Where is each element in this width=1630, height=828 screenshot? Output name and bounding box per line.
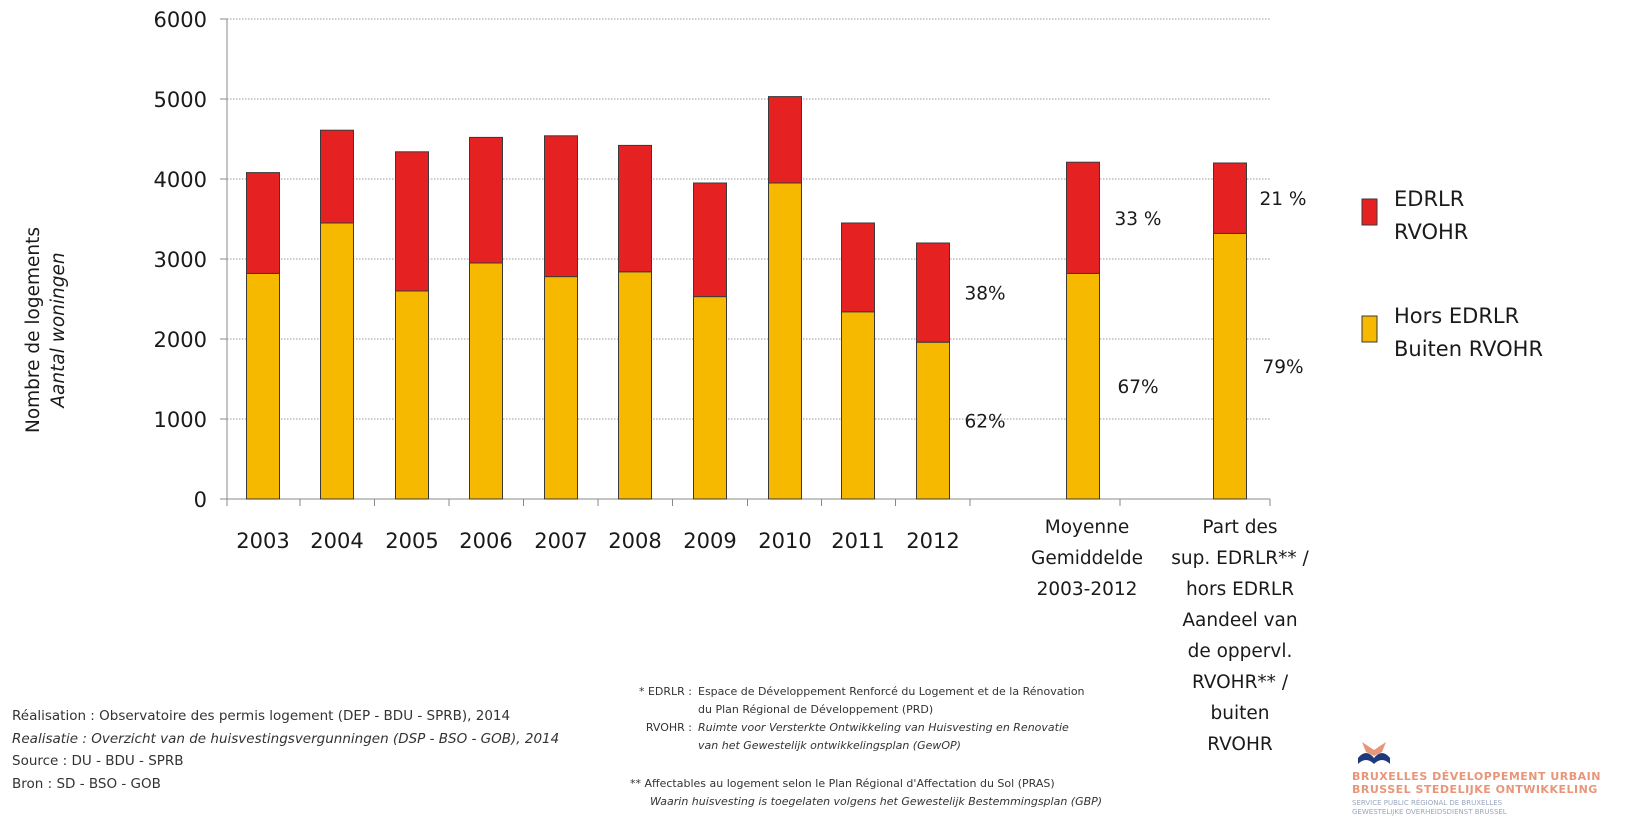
bar-hors-edrlr-2007 [544,276,578,500]
data-label: 38% [964,284,1005,305]
bar-edrlr-2006 [469,136,503,264]
x-tick-label-line: sup. EDRLR** / [1171,548,1309,569]
data-label: 21 % [1260,189,1307,210]
y-tick-label: 0 [194,488,207,512]
bar-hors-edrlr-2003 [246,272,280,500]
legend-label: Buiten RVOHR [1394,337,1543,361]
bar-hors-edrlr-2012 [916,341,950,500]
y-axis-title-nl: Aantal woningen [48,252,69,408]
x-tick-label: 2008 [608,529,661,553]
realisation-fr: Réalisation : Observatoire des permis lo… [12,708,511,724]
bar-edrlr-2005 [395,151,429,292]
y-tick-label: 6000 [154,8,207,32]
x-tick-label-line: Gemiddelde [1031,548,1143,569]
footnote-edrlr-line1: Espace de Développement Renforcé du Loge… [698,685,1085,698]
bar-edrlr-2012 [916,242,950,343]
footnote-edrlr-line2: du Plan Régional de Développement (PRD) [698,703,934,716]
bar-hors-edrlr-part-des [1213,232,1247,500]
legend-label: Hors EDRLR [1394,304,1519,328]
source-fr: Source : DU - BDU - SPRB [12,753,184,769]
logo-line3: SERVICE PUBLIC RÉGIONAL DE BRUXELLES [1352,799,1503,807]
legend-label: RVOHR [1394,220,1468,244]
footnote-rvohr-line2: van het Gewestelijk ontwikkelingsplan (G… [698,739,961,752]
y-tick-label: 2000 [154,328,207,352]
y-axis-title: Nombre de logements [23,227,44,433]
x-tick-label-line: RVOHR [1207,734,1273,755]
x-tick-label-line: de oppervl. [1188,641,1293,662]
footnote-pras-line2: Waarin huisvesting is toegelaten volgens… [650,795,1103,808]
bar-edrlr-2004 [320,129,354,224]
bar-edrlr-2008 [618,144,652,273]
legend-swatch-edrlr [1361,198,1378,226]
y-tick-label: 3000 [154,248,207,272]
bar-edrlr-2010 [768,96,802,184]
logo-mark-icon [1358,742,1390,764]
y-tick-label: 5000 [154,88,207,112]
data-label: 62% [964,412,1005,433]
bdu-logo: BRUXELLES DÉVELOPPEMENT URBAIN BRUSSEL S… [1352,738,1630,828]
x-tick-label-line: Part des [1202,517,1277,538]
footnote-edrlr-key: * EDRLR : [638,685,692,698]
bar-hors-edrlr-2005 [395,290,429,500]
x-tick-label-line: buiten [1211,703,1270,724]
bar-edrlr-2011 [841,222,875,313]
bar-hors-edrlr-2010 [768,182,802,500]
x-tick-label-line: RVOHR** / [1192,672,1289,693]
legend-label: EDRLR [1394,187,1464,211]
bar-hors-edrlr-moyenne [1066,272,1100,500]
x-tick-label: 2010 [758,529,811,553]
credits-block: Réalisation : Observatoire des permis lo… [12,705,559,795]
x-tick-label-line: 2003-2012 [1037,579,1138,600]
footnote-rvohr-line1: Ruimte voor Versterkte Ontwikkeling van … [698,721,1069,734]
x-tick-label: 2007 [534,529,587,553]
data-label: 67% [1117,377,1158,398]
footnote-rvohr-key: RVOHR : [645,721,692,734]
bar-edrlr-2009 [693,182,727,298]
logo-line1: BRUXELLES DÉVELOPPEMENT URBAIN [1352,770,1601,783]
data-label: 79% [1262,357,1303,378]
x-tick-label: 2009 [683,529,736,553]
data-label: 33 % [1115,209,1162,230]
x-tick-label-line: Moyenne [1045,517,1129,538]
bar-edrlr-moyenne [1066,161,1100,274]
y-tick-label: 1000 [154,408,207,432]
x-tick-label: 2005 [385,529,438,553]
bar-hors-edrlr-2008 [618,271,652,500]
bar-edrlr-2007 [544,135,578,278]
footnotes-block: * EDRLR : Espace de Développement Renforc… [630,683,1102,811]
logo-line2: BRUSSEL STEDELIJKE ONTWIKKELING [1352,783,1598,796]
realisation-nl: Realisatie : Overzicht van de huisvestin… [12,730,560,747]
logo-line4: GEWESTELIJKE OVERHEIDSDIENST BRUSSEL [1352,808,1507,816]
x-tick-label: 2004 [310,529,363,553]
x-tick-label-line: hors EDRLR [1186,579,1294,600]
source-nl: Bron : SD - BSO - GOB [12,775,161,792]
bar-hors-edrlr-2011 [841,311,875,500]
x-tick-label: 2012 [906,529,959,553]
legend-swatch-hors-edrlr [1361,315,1378,343]
bar-hors-edrlr-2006 [469,262,503,500]
bar-hors-edrlr-2004 [320,222,354,500]
footnote-pras-line1: ** Affectables au logement selon le Plan… [630,777,1055,790]
bar-edrlr-part-des [1213,162,1247,234]
x-tick-label-line: Aandeel van [1182,610,1297,631]
x-tick-label: 2003 [236,529,289,553]
y-tick-label: 4000 [154,168,207,192]
bar-edrlr-2003 [246,172,280,274]
x-tick-label: 2006 [459,529,512,553]
bar-hors-edrlr-2009 [693,296,727,500]
x-tick-label: 2011 [831,529,884,553]
